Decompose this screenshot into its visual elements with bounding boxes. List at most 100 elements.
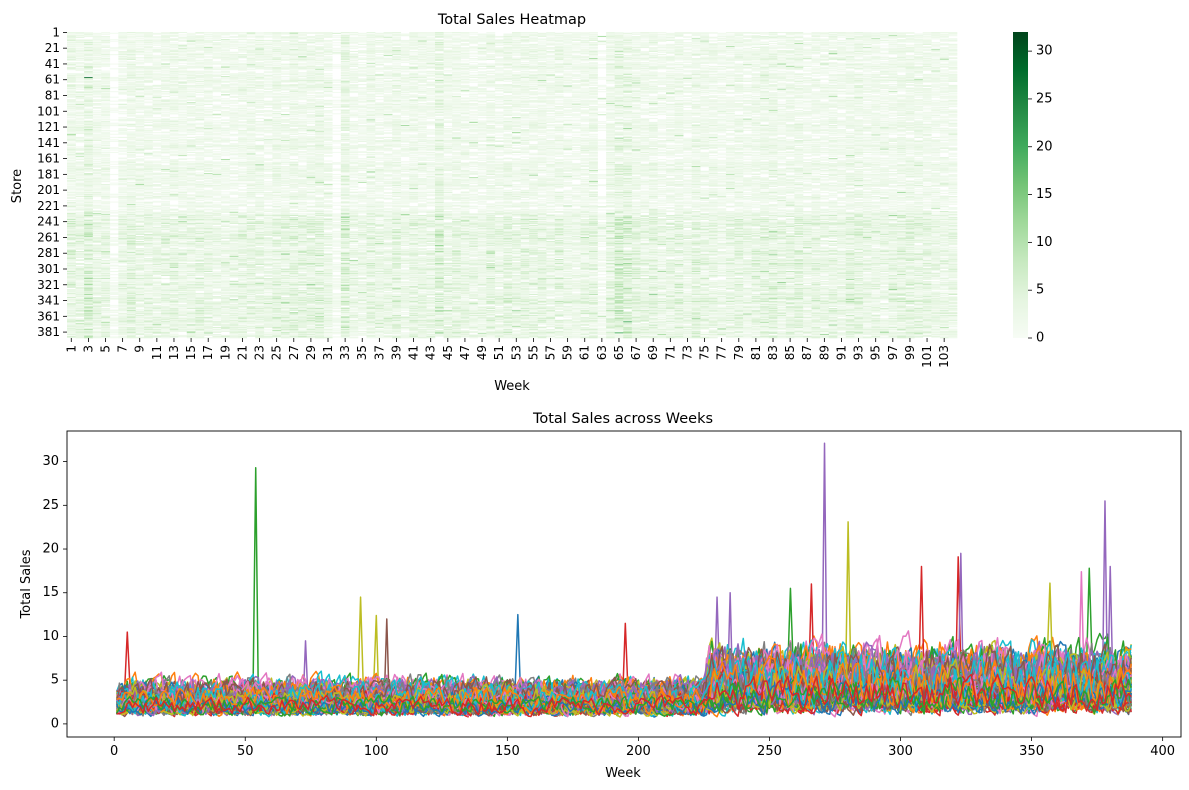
heatmap-cell [135,57,144,58]
heatmap-cell [93,34,102,35]
heatmap-cell [837,67,846,68]
heatmap-cell [666,35,675,36]
heatmap-cell [700,67,709,68]
heatmap-cell [384,69,393,70]
heatmap-cell [812,53,821,54]
heatmap-cell [290,64,299,65]
heatmap-cell [683,49,692,50]
heatmap-cell [546,57,555,58]
heatmap-cell [820,70,829,71]
heatmap-cell [495,67,504,68]
heatmap-cell [332,53,341,54]
heatmap-cell [367,60,376,61]
heatmap-cell [332,42,341,43]
heatmap-cell [914,54,923,55]
heatmap-cell [332,35,341,36]
heatmap-cell [204,53,213,54]
heatmap-cell [683,55,692,56]
heatmap-cell [221,55,230,56]
heatmap-cell [178,34,187,35]
heatmap-cell [820,68,829,69]
heatmap-cell [683,62,692,63]
heatmap-cell [238,70,247,71]
heatmap-cell [469,58,478,59]
heatmap-cell [478,72,487,73]
heatmap-cell [880,61,889,62]
heatmap-cell [238,74,247,75]
heatmap-cell [118,37,127,38]
heatmap-cell [606,75,615,76]
heatmap-cell [914,37,923,38]
heatmap-cell [495,70,504,71]
heatmap-cell [632,55,641,56]
heatmap-cell [546,72,555,73]
heatmap-cell [461,41,470,42]
heatmap-cell [178,74,187,75]
heatmap-cell [221,50,230,51]
heatmap-cell [675,67,684,68]
heatmap-cell [221,41,230,42]
heatmap-cell [178,72,187,73]
heatmap-cell [683,60,692,61]
heatmap-cell [880,45,889,46]
heatmap-cell [135,52,144,53]
heatmap-cell [589,64,598,65]
heatmap-cell [469,56,478,57]
heatmap-cell [281,38,290,39]
heatmap-cell [461,45,470,46]
heatmap-cell [863,42,872,43]
heatmap-cell [871,62,880,63]
heatmap-cell [238,57,247,58]
heatmap-cell [572,40,581,41]
heatmap-cell [212,37,221,38]
heatmap-cell [632,52,641,53]
heatmap-cell [760,69,769,70]
heatmap-cell [803,40,812,41]
heatmap-cell [238,32,247,33]
heatmap-cell [127,34,136,35]
heatmap-cell [204,64,213,65]
heatmap-cell [110,68,119,69]
heatmap-cell [923,34,932,35]
heatmap-cell [272,49,281,50]
heatmap-cell [632,60,641,61]
heatmap-cell [255,34,264,35]
heatmap-cell [367,63,376,64]
heatmap-cell [837,75,846,76]
heatmap-cell [649,51,658,52]
heatmap-cell [820,45,829,46]
heatmap-cell [384,53,393,54]
heatmap-cell [469,37,478,38]
heatmap-cell [324,60,333,61]
heatmap-cell [204,56,213,57]
heatmap-cell [675,55,684,56]
heatmap-cell [521,45,530,46]
heatmap-cell [700,63,709,64]
heatmap-cell [717,74,726,75]
heatmap-cell [863,68,872,69]
heatmap-cell [281,34,290,35]
heatmap-cell [238,52,247,53]
heatmap-cell [829,32,838,33]
heatmap-cell [794,56,803,57]
heatmap-cell [640,62,649,63]
heatmap-cell [657,45,666,46]
heatmap-cell [486,64,495,65]
heatmap-cell [324,41,333,42]
heatmap-cell [717,33,726,34]
heatmap-cell [195,41,204,42]
heatmap-cell [760,55,769,56]
heatmap-cell [324,73,333,74]
heatmap-cell [657,32,666,33]
heatmap-cell [803,46,812,47]
heatmap-cell [221,60,230,61]
heatmap-cell [375,62,384,63]
heatmap-cell [469,53,478,54]
heatmap-cell [290,47,299,48]
heatmap-cell [358,55,367,56]
heatmap-cell [871,37,880,38]
heatmap-cell [786,69,795,70]
heatmap-cell [135,34,144,35]
heatmap-cell [486,71,495,72]
heatmap-cell [178,32,187,33]
